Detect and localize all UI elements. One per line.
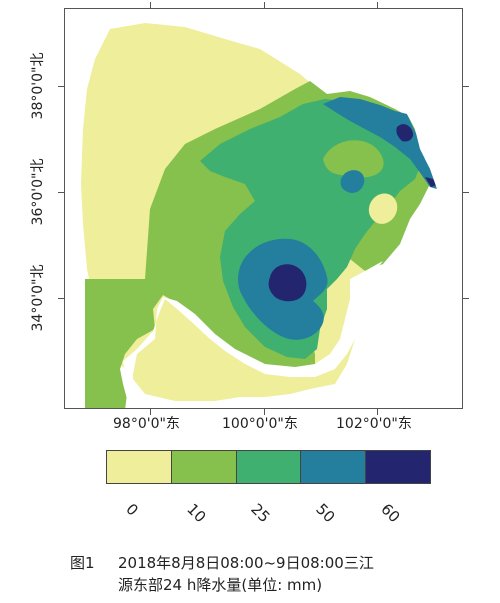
- precipitation-contours: [65, 9, 462, 408]
- precipitation-map: [64, 8, 463, 409]
- left-tick-38: [58, 86, 64, 87]
- figure-number: 图1: [70, 554, 95, 572]
- legend-swatch-50: [301, 451, 367, 483]
- lat-label-36: 36°0'0"北: [30, 158, 46, 226]
- legend-swatch-10: [171, 451, 237, 483]
- legend-label-10: 10: [183, 500, 210, 527]
- zone-50-east: [323, 97, 437, 189]
- legend-label-50: 50: [312, 500, 339, 527]
- legend-swatch-60: [366, 451, 430, 483]
- bottom-tick-102: [377, 409, 378, 415]
- right-tick-34: [463, 298, 469, 299]
- bottom-tick-98: [150, 409, 151, 415]
- caption-line-2: 源东部24 h降水量(单位: mm): [118, 576, 323, 594]
- zone-60-east2: [425, 177, 437, 187]
- right-tick-36: [463, 192, 469, 193]
- outside-north: [65, 9, 462, 408]
- legend-label-60: 60: [377, 500, 404, 527]
- lon-label-98: 98°0'0"东: [113, 416, 180, 432]
- right-tick-38: [463, 86, 469, 87]
- caption-line-1: 2018年8月8日08:00~9日08:00三江: [118, 554, 374, 572]
- top-tick-98: [150, 2, 151, 8]
- left-tick-36: [58, 192, 64, 193]
- outside-south: [123, 261, 383, 408]
- zone-10-inner: [323, 140, 384, 178]
- bottom-tick-100: [264, 409, 265, 415]
- legend-label-0: 0: [122, 500, 142, 520]
- legend-color-bar: [106, 450, 431, 484]
- lon-label-100: 100°0'0"东: [222, 416, 298, 432]
- lat-label-38: 38°0'0"北: [30, 52, 46, 120]
- legend-swatch-25: [236, 451, 302, 483]
- lon-label-102: 102°0'0"东: [336, 416, 412, 432]
- zone-50-small: [340, 170, 365, 193]
- zone-60-core: [268, 264, 307, 302]
- zone-0-inner: [368, 193, 398, 224]
- lat-label-34: 34°0'0"北: [30, 264, 46, 332]
- zone-60-east: [396, 124, 414, 142]
- top-tick-102: [377, 2, 378, 8]
- legend-swatch-0: [107, 451, 172, 483]
- left-tick-34: [58, 298, 64, 299]
- figure-caption: 图1 2018年8月8日08:00~9日08:00三江 源东部24 h降水量(单位…: [70, 552, 490, 596]
- top-tick-100: [264, 2, 265, 8]
- legend-label-25: 25: [247, 500, 274, 527]
